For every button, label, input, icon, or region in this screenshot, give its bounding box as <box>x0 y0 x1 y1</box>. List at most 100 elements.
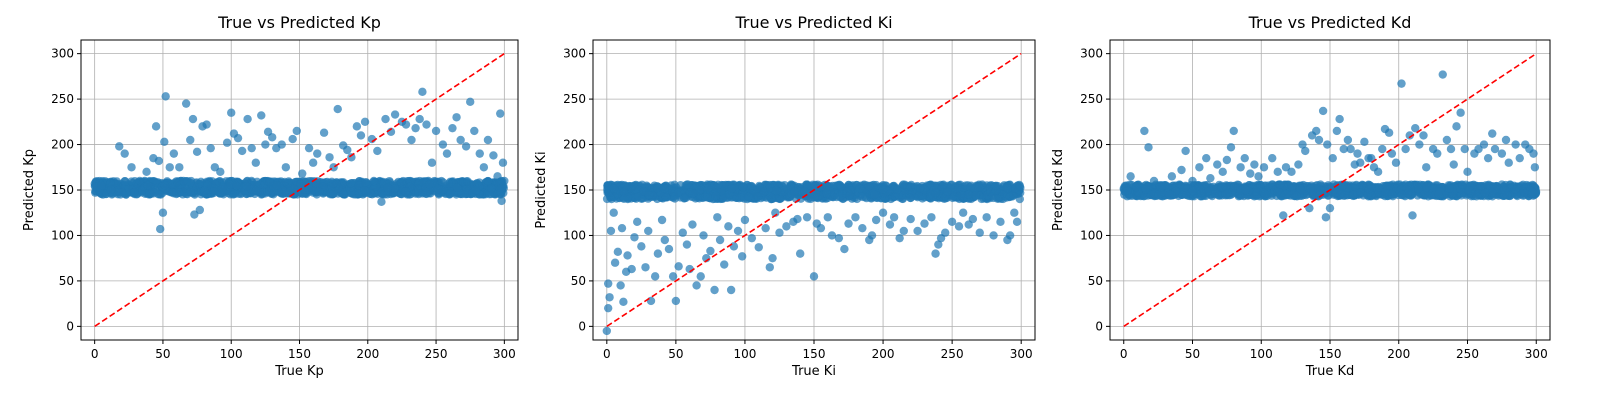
data-point <box>339 190 348 199</box>
data-point <box>346 179 356 188</box>
data-point <box>1487 188 1497 197</box>
data-point <box>1259 163 1269 172</box>
data-point <box>1452 122 1461 131</box>
data-point <box>1488 129 1497 138</box>
data-point <box>179 176 188 186</box>
data-point <box>1154 190 1163 200</box>
data-point <box>968 214 978 224</box>
x-axis-label: True Ki <box>791 364 836 379</box>
data-point <box>1397 190 1407 200</box>
data-point <box>851 213 860 222</box>
data-point <box>461 142 471 151</box>
data-point <box>1497 149 1507 158</box>
data-point <box>192 147 202 157</box>
data-point <box>644 226 653 236</box>
data-point <box>373 146 382 156</box>
data-point <box>202 120 211 129</box>
data-point <box>855 184 865 193</box>
data-point <box>1213 160 1222 169</box>
data-point <box>242 181 251 191</box>
data-point <box>1419 131 1428 140</box>
data-point <box>470 126 479 136</box>
data-point <box>354 181 364 190</box>
y-tick-label: 200 <box>51 138 74 152</box>
data-point <box>143 181 153 190</box>
x-axis-label: True Kd <box>1305 364 1355 379</box>
data-point <box>360 185 369 195</box>
data-point <box>947 217 957 227</box>
data-point <box>1253 184 1262 194</box>
y-tick-label: 150 <box>51 183 74 197</box>
data-point <box>683 180 693 189</box>
data-point <box>652 184 662 193</box>
x-tick-label: 150 <box>288 347 311 361</box>
x-tick-label: 250 <box>941 347 964 361</box>
data-point <box>1356 158 1365 167</box>
data-point <box>1287 167 1296 177</box>
data-point <box>433 185 442 194</box>
data-point <box>610 258 620 267</box>
data-point <box>673 188 683 197</box>
data-point <box>1294 160 1303 169</box>
data-point <box>1015 181 1025 191</box>
data-point <box>415 114 424 124</box>
data-point <box>257 111 266 120</box>
data-point <box>916 183 925 193</box>
data-point <box>1511 140 1520 149</box>
data-point <box>333 104 342 114</box>
y-tick-label: 50 <box>59 274 74 288</box>
y-tick-label: 300 <box>563 47 586 61</box>
data-point <box>899 226 908 236</box>
data-point <box>206 143 215 153</box>
data-point <box>993 194 1002 203</box>
plot-area <box>1119 52 1541 328</box>
data-point <box>237 146 247 156</box>
data-point <box>1339 181 1348 190</box>
x-axis-label: True Kp <box>274 364 324 379</box>
data-point <box>456 135 465 145</box>
data-point <box>475 149 484 158</box>
data-point <box>463 176 472 186</box>
data-point <box>941 228 950 237</box>
data-point <box>356 131 366 140</box>
data-point <box>1517 181 1526 190</box>
data-point <box>1353 149 1362 158</box>
data-point <box>1141 185 1150 194</box>
data-point <box>878 208 888 217</box>
data-point <box>442 149 452 158</box>
x-tick-label: 100 <box>220 347 243 361</box>
data-point <box>1188 186 1197 196</box>
data-point <box>1240 153 1249 163</box>
data-point <box>1415 140 1424 149</box>
data-point <box>218 183 228 192</box>
data-point <box>227 108 236 117</box>
data-point <box>878 185 888 194</box>
data-point <box>369 176 379 186</box>
data-point <box>688 220 697 229</box>
chart-panel-1: 0 50 100 150 200 250 300050100150200250300True… <box>22 13 519 379</box>
data-point <box>1463 167 1472 177</box>
data-point <box>127 163 136 172</box>
y-tick-label: 0 <box>66 319 74 333</box>
data-point <box>1519 188 1528 197</box>
x-tick-label: 300 <box>1525 347 1548 361</box>
data-point <box>695 186 704 195</box>
data-point <box>313 149 322 158</box>
data-point <box>822 189 831 198</box>
data-point <box>893 185 902 195</box>
data-point <box>115 142 124 151</box>
data-point <box>738 182 748 192</box>
data-point <box>720 260 729 269</box>
data-point <box>325 153 334 162</box>
data-point <box>1015 194 1025 204</box>
data-point <box>1335 114 1344 124</box>
data-point <box>800 187 810 196</box>
data-point <box>715 235 725 245</box>
data-point <box>724 222 733 231</box>
data-point <box>120 149 129 158</box>
data-point <box>931 249 940 258</box>
data-point <box>181 99 191 108</box>
data-point <box>487 183 496 193</box>
data-point <box>678 228 687 237</box>
